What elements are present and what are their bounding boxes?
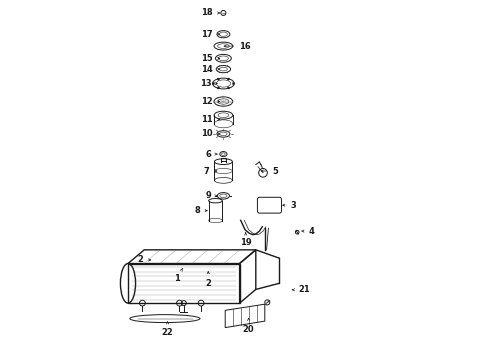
Text: 12: 12	[201, 97, 220, 106]
Circle shape	[227, 87, 229, 89]
Text: 9: 9	[205, 192, 217, 200]
Circle shape	[217, 87, 220, 89]
Text: 2: 2	[205, 271, 211, 288]
Text: 3: 3	[283, 201, 296, 210]
Text: 16: 16	[224, 42, 251, 51]
Text: 20: 20	[243, 318, 254, 333]
Text: 2: 2	[138, 256, 151, 264]
Circle shape	[227, 78, 229, 80]
Text: 19: 19	[240, 232, 251, 247]
Circle shape	[217, 78, 220, 80]
Circle shape	[232, 82, 235, 85]
Text: 7: 7	[204, 166, 217, 176]
Text: 17: 17	[201, 30, 220, 39]
Text: 5: 5	[261, 166, 278, 176]
Text: 21: 21	[293, 285, 310, 294]
Text: 4: 4	[302, 227, 315, 236]
Text: 15: 15	[201, 54, 220, 63]
Text: 6: 6	[205, 150, 217, 159]
Text: 18: 18	[201, 9, 220, 18]
Text: 11: 11	[201, 115, 220, 124]
Text: 8: 8	[194, 206, 207, 215]
Circle shape	[212, 82, 215, 85]
Text: 10: 10	[201, 130, 220, 139]
Text: 1: 1	[174, 269, 182, 283]
Text: 13: 13	[199, 79, 217, 88]
Text: 22: 22	[162, 322, 173, 337]
Text: 14: 14	[201, 65, 220, 74]
